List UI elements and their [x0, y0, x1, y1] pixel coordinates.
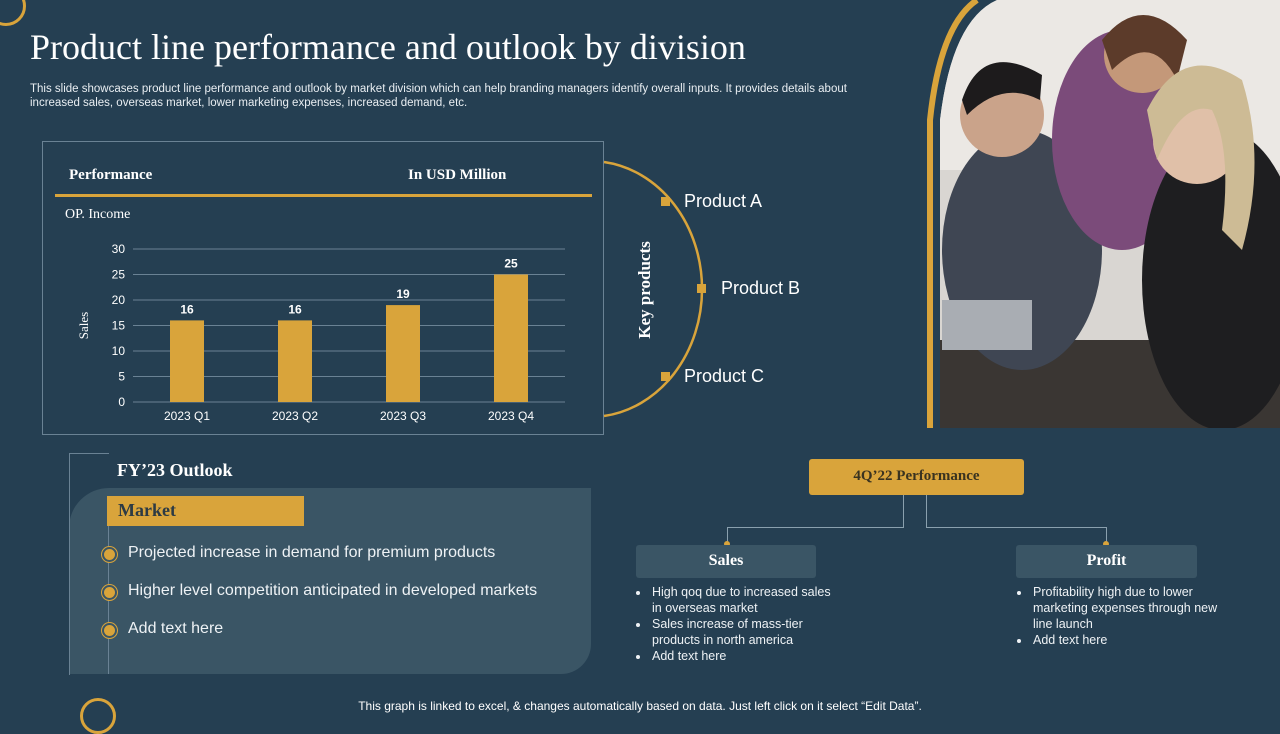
chart-header-divider: [55, 194, 592, 197]
chart-header-performance: Performance: [69, 167, 153, 183]
x-tick-label: 2023 Q2: [272, 409, 318, 423]
connector-right-dot: [1103, 541, 1109, 547]
y-axis-label: Sales: [76, 312, 91, 339]
market-label: Market: [118, 500, 176, 520]
sales-label: Sales: [708, 552, 744, 569]
footer-note: This graph is linked to excel, & changes…: [358, 699, 922, 713]
outlook-bullet-3: [102, 623, 117, 638]
bar: [170, 320, 204, 402]
outlook-item-1: Projected increase in demand for premium…: [128, 544, 496, 561]
product-a-marker: [661, 197, 670, 206]
x-tick-label: 2023 Q3: [380, 409, 426, 423]
y-tick-label: 20: [112, 293, 126, 307]
connector-left-vertical: [903, 495, 904, 527]
bar: [386, 305, 420, 402]
key-products-label: Key products: [635, 241, 654, 339]
profit-label: Profit: [1086, 552, 1127, 569]
sales-item-1: High qoq due to increased sales in overs…: [650, 584, 840, 616]
bar-value-label: 19: [396, 287, 410, 301]
bar-chart: 0 5 10 15 20 25 30 Sales 16 2023 Q1 16 2023 Q2 19 202…: [76, 242, 565, 423]
y-tick-label: 5: [118, 370, 125, 384]
product-a-label: Product A: [684, 191, 763, 211]
connector-right-drop: [1106, 527, 1107, 545]
profit-item-2: Add text here: [1031, 632, 1231, 648]
chart-header-units: In USD Million: [408, 167, 507, 183]
sales-item-2: Sales increase of mass-tier products in …: [650, 616, 840, 648]
y-tick-label: 15: [112, 319, 126, 333]
y-tick-label: 10: [112, 344, 126, 358]
bar-value-label: 16: [180, 302, 194, 316]
performance-banner: [809, 459, 1024, 495]
outlook-item-3: Add text here: [128, 620, 224, 637]
connector-right-vertical: [926, 495, 927, 527]
outlook-bullet-2: [102, 585, 117, 600]
connector-right-horizontal: [926, 527, 1106, 528]
outlook-item-2: Higher level competition anticipated in …: [128, 582, 538, 599]
product-c-marker: [661, 372, 670, 381]
product-b-marker: [697, 284, 706, 293]
page-title: Product line performance and outlook by …: [30, 27, 746, 67]
x-tick-label: 2023 Q1: [164, 409, 210, 423]
y-tick-label: 0: [118, 395, 125, 409]
product-c-label: Product C: [684, 366, 765, 386]
decor-ring-top-left: [0, 0, 26, 26]
performance-title: 4Q’22 Performance: [853, 468, 980, 484]
y-tick-label: 30: [112, 242, 126, 256]
team-photo-icon: [927, 0, 1280, 428]
chart-subtitle: OP. Income: [65, 207, 131, 222]
bar-value-label: 25: [504, 257, 518, 271]
profit-list: Profitability high due to lower marketin…: [1013, 584, 1231, 648]
outlook-bracket: [69, 453, 109, 675]
connector-left-horizontal: [727, 527, 904, 528]
product-b-label: Product B: [721, 278, 801, 298]
market-banner: [107, 496, 304, 526]
sales-item-3: Add text here: [650, 648, 840, 664]
connector-left-drop: [727, 527, 728, 545]
sales-box: [636, 545, 816, 578]
y-tick-label: 25: [112, 268, 126, 282]
profit-item-1: Profitability high due to lower marketin…: [1031, 584, 1231, 632]
sales-list: High qoq due to increased sales in overs…: [632, 584, 840, 664]
page-subtitle: This slide showcases product line perfor…: [30, 83, 847, 109]
connector-left-dot: [724, 541, 730, 547]
chart-panel: [42, 141, 604, 435]
profit-box: [1016, 545, 1197, 578]
x-tick-label: 2023 Q4: [488, 409, 534, 423]
outlook-title: FY’23 Outlook: [117, 460, 233, 480]
bar: [494, 274, 528, 402]
bar-value-label: 16: [288, 302, 302, 316]
bar: [278, 320, 312, 402]
outlook-bullet-1: [102, 547, 117, 562]
